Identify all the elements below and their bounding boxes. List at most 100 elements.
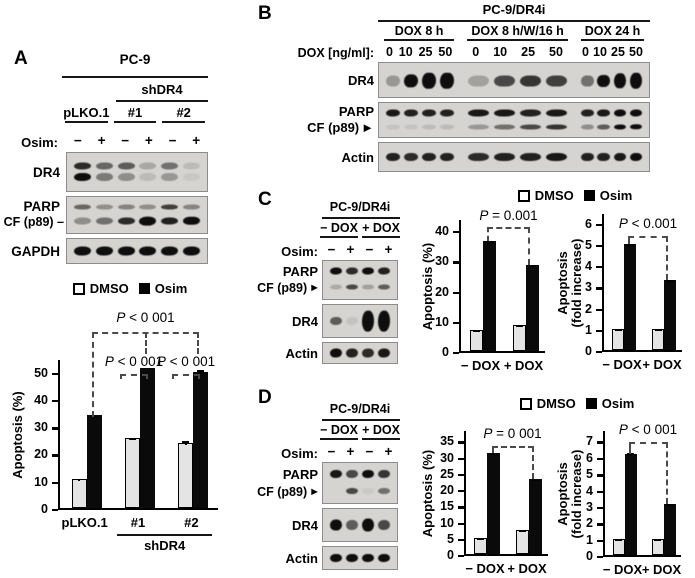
column-rule xyxy=(64,121,108,123)
protein-band xyxy=(468,75,489,87)
blot-lane xyxy=(420,63,438,97)
bracket-leg xyxy=(666,236,668,280)
protein-band xyxy=(597,124,610,130)
p-italic: P xyxy=(479,208,489,223)
protein-band xyxy=(117,173,135,182)
blot-lane xyxy=(384,63,402,97)
protein-band xyxy=(361,267,375,275)
protein-band xyxy=(345,520,359,530)
blot-lane xyxy=(402,143,420,171)
blot-lane xyxy=(94,239,116,263)
x-category-label: #2 xyxy=(184,515,199,530)
blot-lane xyxy=(438,143,456,171)
panel-c-label: C xyxy=(258,189,272,210)
osim-row-label: Osim: xyxy=(21,135,58,150)
y-tick-label: 6 xyxy=(585,216,592,231)
blot-lane xyxy=(492,103,518,137)
dose-value: 50 xyxy=(438,45,453,59)
blot-lane-group xyxy=(328,463,392,503)
bar-osim-1 xyxy=(664,279,676,350)
dose-value: 25 xyxy=(521,45,536,59)
dox-headers: − DOX + DOX xyxy=(318,423,402,440)
protein-band xyxy=(613,153,627,161)
plot-area xyxy=(58,360,218,510)
y-tick-label: 50 xyxy=(34,365,48,380)
blot-lane xyxy=(612,103,628,137)
blot-lane xyxy=(72,239,94,263)
protein-band xyxy=(182,246,200,256)
bar-osim-0 xyxy=(624,453,637,555)
blot-lane xyxy=(492,63,518,97)
blot-lane xyxy=(438,63,456,97)
legend-panel-c: DMSO Osim xyxy=(495,188,655,203)
dox-header: − DOX xyxy=(318,423,360,440)
blot-lane xyxy=(115,197,137,233)
blot-lane-group xyxy=(580,103,644,137)
y-tick-label: 7 xyxy=(586,434,593,449)
error-bar xyxy=(185,441,187,445)
protein-band xyxy=(345,554,359,562)
protein-band xyxy=(74,246,92,256)
column-header: #2 xyxy=(159,105,208,123)
protein-band xyxy=(139,173,157,182)
dox-group-rule xyxy=(467,39,568,41)
y-tick-mark xyxy=(597,474,603,477)
legend-osim-label: Osim xyxy=(601,396,635,411)
blot-lane xyxy=(94,197,116,233)
blot-lane xyxy=(137,153,159,191)
bar-osim-1 xyxy=(140,367,155,508)
protein-band xyxy=(403,109,418,117)
y-tick-mark xyxy=(458,457,464,460)
dox-group-headers: DOX 8 h DOX 8 h/W/16 h DOX 24 h xyxy=(378,24,650,41)
protein-band xyxy=(468,153,489,161)
protein-band xyxy=(74,217,92,225)
y-tick-label: 4 xyxy=(585,259,592,274)
y-tick-label: 20 xyxy=(34,447,48,462)
protein-band xyxy=(361,284,375,290)
protein-band xyxy=(361,310,375,332)
y-tick-mark xyxy=(458,522,464,525)
blot-lane-group xyxy=(384,103,456,137)
legend-panel-d: DMSO Osim xyxy=(493,396,661,411)
blot-box-parp xyxy=(378,102,650,138)
y-axis-label-line: Apoptosis (%) xyxy=(420,242,436,331)
protein-band xyxy=(468,109,489,117)
y-tick-label: 1 xyxy=(585,322,592,337)
row-label-parp-cf: CF (p89) – xyxy=(3,215,64,229)
blot-lane xyxy=(360,261,376,299)
blot-box-actin xyxy=(322,342,398,364)
osim-sign: − xyxy=(73,133,82,148)
x-category-label: − DOX xyxy=(602,562,643,577)
blot-lane xyxy=(544,103,570,137)
blot-lane xyxy=(628,63,644,97)
bracket-leg xyxy=(144,332,147,354)
dose-value: 50 xyxy=(629,45,643,59)
blot-lane xyxy=(344,463,360,503)
protein-band xyxy=(345,317,359,325)
panel-c-cell-line-title: PC-9/DR4i xyxy=(329,200,391,214)
y-tick-mark xyxy=(453,352,459,355)
chart-apoptosis-fold-c: 0 1 2 3 4 5 6 Apoptosis (fold increase) − DOX + DO… xyxy=(553,206,695,382)
y-axis-label-text: Apoptosis (fold increase) xyxy=(555,214,585,352)
error-bar-cap xyxy=(654,329,662,331)
osim-sign: − xyxy=(168,133,177,148)
y-tick-mark xyxy=(596,308,602,311)
dox-rule xyxy=(319,438,359,440)
row-label-parp-cf: CF (p89) ► xyxy=(254,120,374,135)
y-tick-label: 40 xyxy=(34,392,48,407)
bar-osim-0 xyxy=(86,415,102,508)
protein-band xyxy=(581,124,594,130)
y-tick-label: 0 xyxy=(585,344,592,358)
blot-lane xyxy=(360,509,376,541)
error-bar xyxy=(200,370,202,374)
blot-lane xyxy=(580,143,596,171)
y-tick-label: 6 xyxy=(586,450,593,465)
y-tick-label: 5 xyxy=(447,531,454,546)
column-rule xyxy=(162,121,206,123)
y-axis-label: Apoptosis (fold increase) xyxy=(555,214,585,352)
protein-band xyxy=(345,348,359,358)
blot-lane xyxy=(159,239,181,263)
protein-band xyxy=(182,162,200,170)
dox-rule xyxy=(361,236,401,238)
y-tick-mark xyxy=(453,291,459,294)
